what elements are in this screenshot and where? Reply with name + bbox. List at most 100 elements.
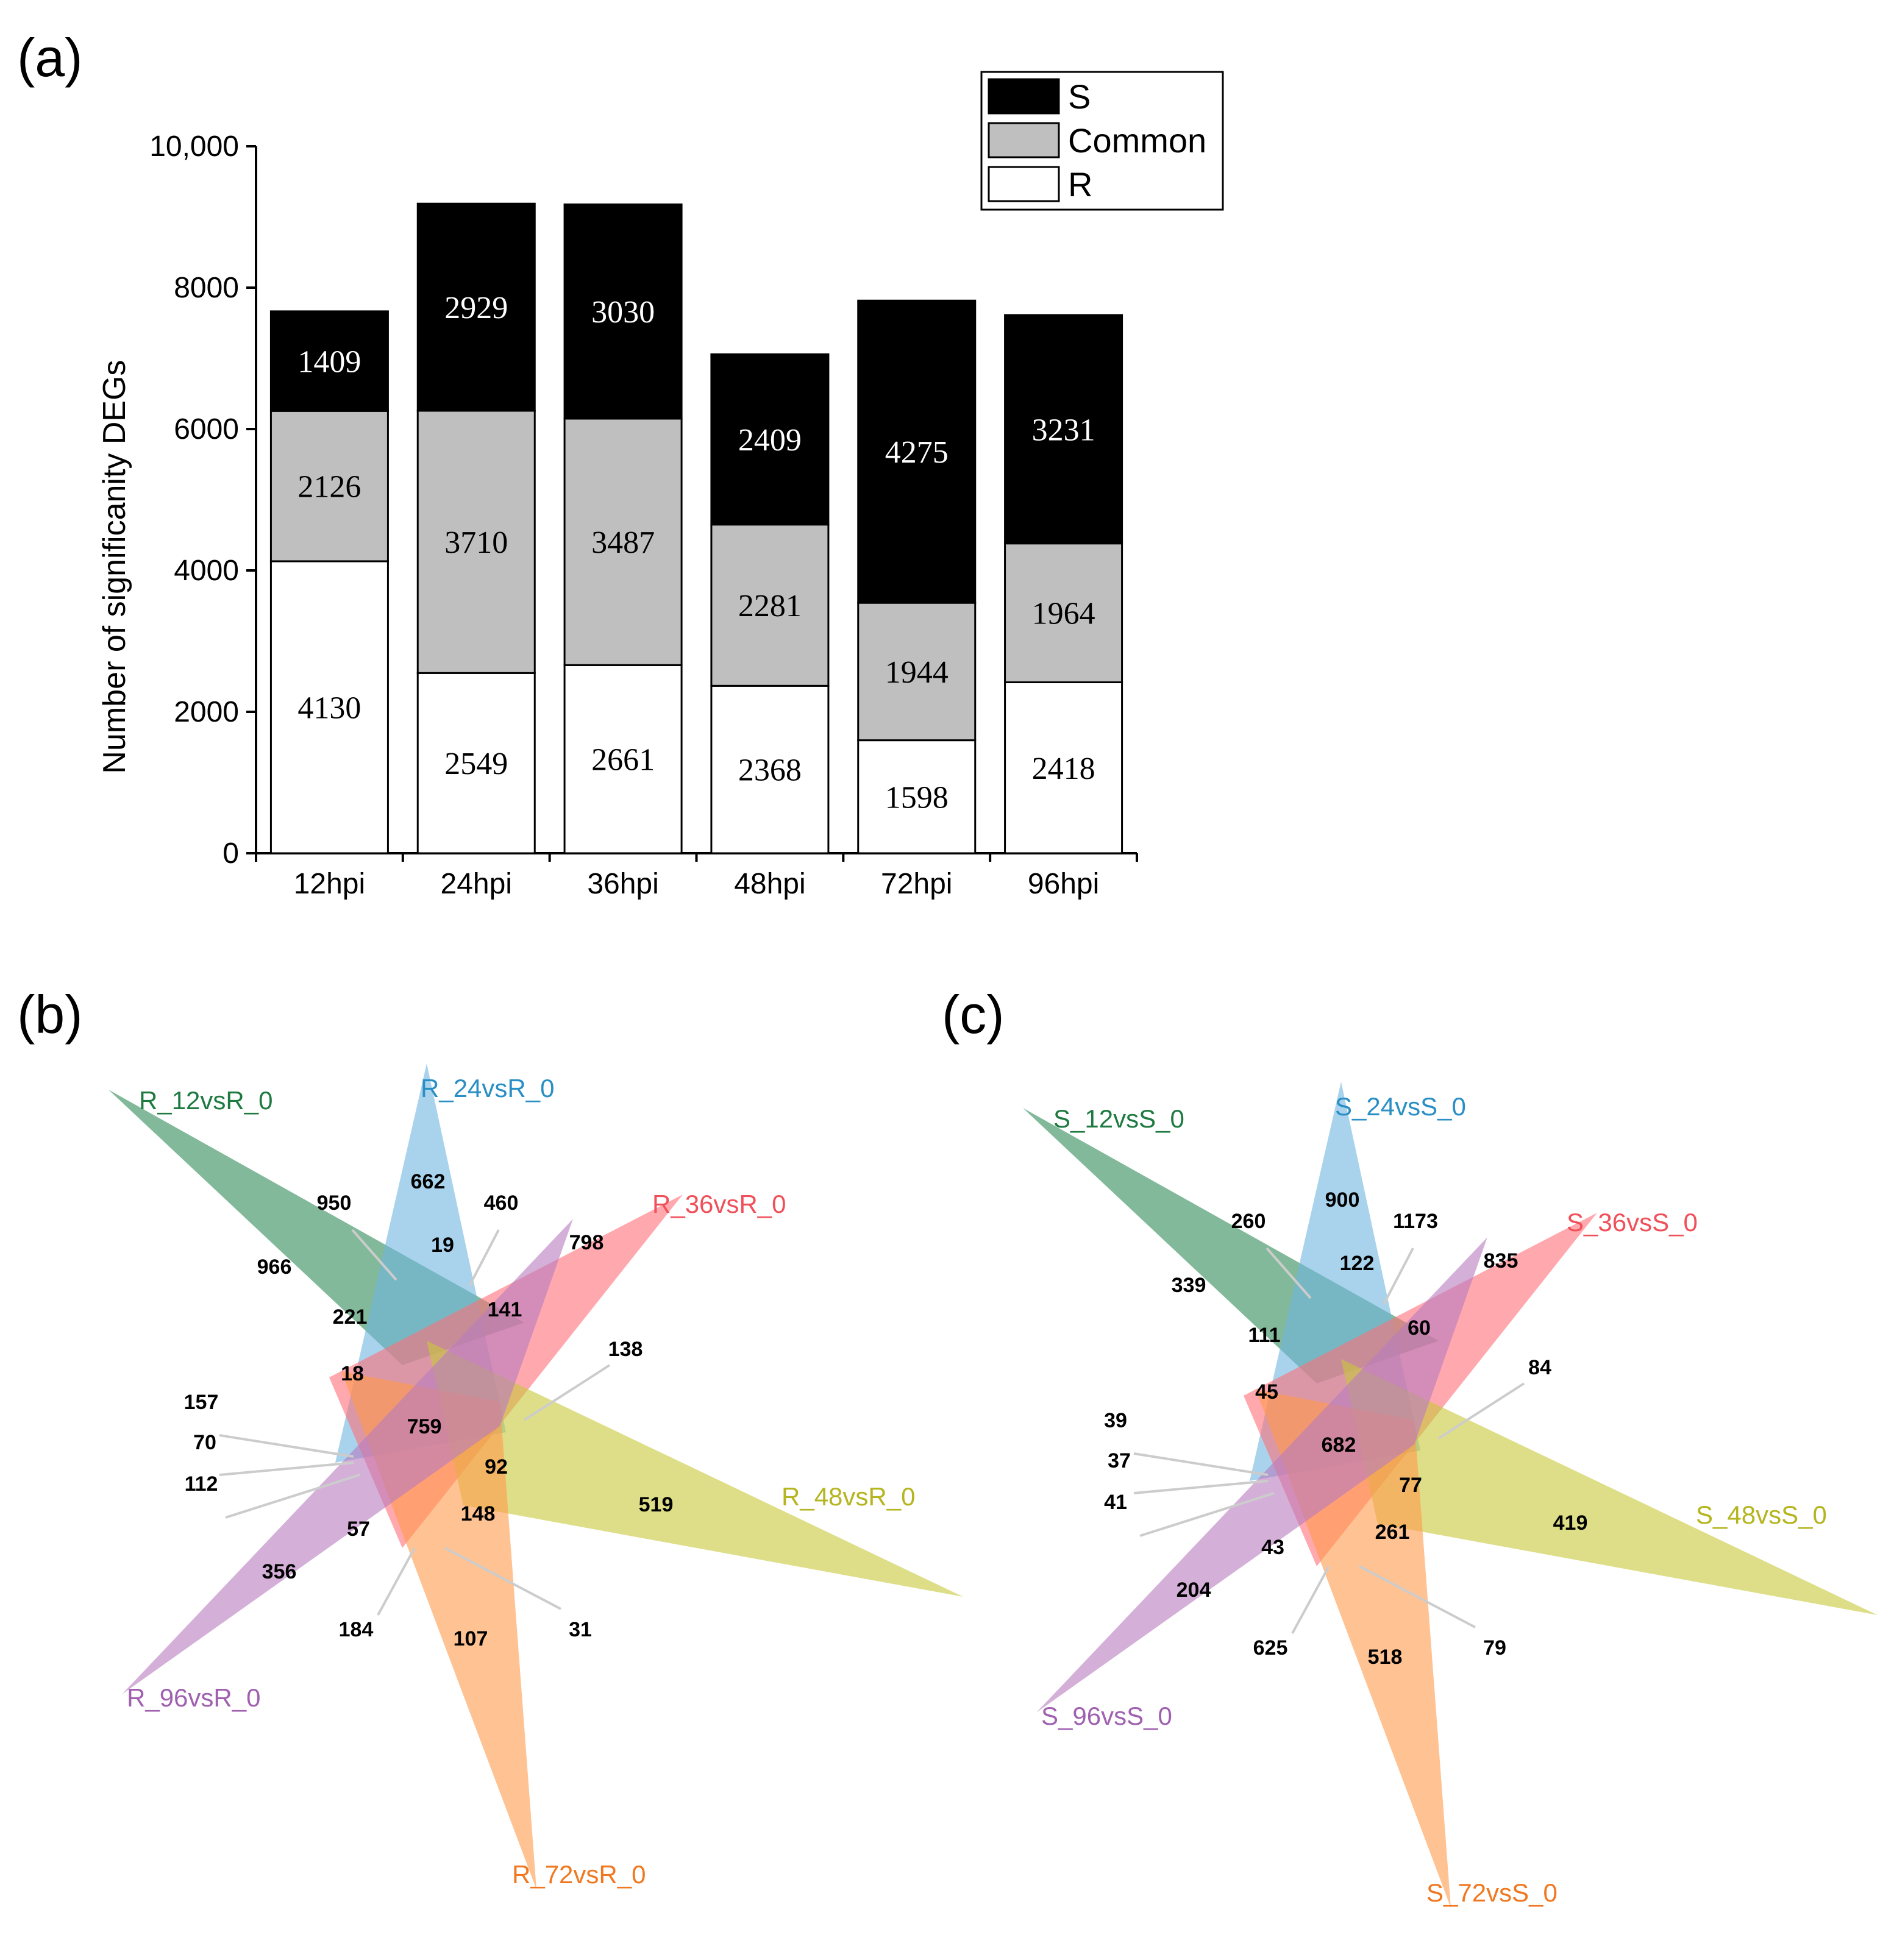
bar-value-label: 3710	[444, 525, 508, 560]
venn-leader-line	[1291, 1566, 1330, 1634]
bar-value-label: 3487	[591, 525, 655, 560]
panel-c-label: (c)	[942, 984, 1005, 1045]
x-tick-label: 96hpi	[1028, 868, 1099, 900]
venn-leader-line	[1133, 1480, 1269, 1494]
venn-region-count: 798	[569, 1231, 604, 1254]
bar-value-label: 4275	[885, 435, 949, 470]
bar-segment-r	[416, 672, 536, 854]
bar-segment-s	[563, 203, 683, 420]
y-axis-title: Number of significanity DEGs	[97, 360, 132, 773]
venn-region-count: 148	[461, 1502, 496, 1525]
bar-axes: 0 2000 4000 6000 8000 10,000 12hpi 24hpi 36hpi 48…	[149, 130, 1138, 900]
legend-swatch-s	[988, 78, 1060, 115]
bar-segment-common	[269, 410, 389, 563]
x-tick-label: 48hpi	[734, 868, 805, 900]
venn-region-count: 519	[639, 1493, 674, 1516]
venn-leader-line	[468, 1229, 500, 1287]
bar-value-label: 2661	[591, 743, 655, 778]
x-tick-label: 24hpi	[441, 868, 512, 900]
bar-value-label: 2368	[738, 753, 802, 788]
bar-segment-common	[710, 524, 830, 687]
venn-region-count: 835	[1484, 1249, 1518, 1273]
bar-segment-s	[1004, 314, 1123, 545]
venn-leader-line	[1359, 1565, 1476, 1628]
venn-leader-line	[1266, 1247, 1312, 1299]
venn-region-count: 900	[1325, 1188, 1360, 1212]
venn-region-count: 111	[1248, 1324, 1281, 1347]
venn-set-label: S_48vsS_0	[1696, 1500, 1827, 1529]
y-tick-label: 0	[223, 837, 239, 870]
venn-region-count: 18	[341, 1362, 364, 1385]
venn-set-label: R_24vsR_0	[421, 1074, 554, 1102]
venn-region-count: 37	[1108, 1449, 1131, 1472]
x-tick-label: 12hpi	[294, 868, 365, 900]
venn-set-label: R_72vsR_0	[512, 1860, 646, 1889]
venn-diagram-b: R_12vsR_0 R_24vsR_0 R_36vsR_0 R_48vsR_0 R_72…	[109, 1063, 963, 1889]
venn-set-label: S_72vsS_0	[1426, 1878, 1558, 1907]
venn-leader-line	[1437, 1382, 1525, 1440]
bar-value-label: 1409	[297, 345, 361, 380]
venn-leader-line	[523, 1364, 611, 1421]
y-tick-label: 8000	[174, 272, 239, 304]
y-tick-label: 4000	[174, 555, 239, 587]
bar-segment-s	[710, 353, 830, 526]
bar-segment-common	[563, 417, 683, 666]
venn-diagram-c: S_12vsS_0 S_24vsS_0 S_36vsS_0 S_48vsS_0 S_72…	[1023, 1082, 1878, 1908]
bar-value-label: 1944	[885, 655, 949, 690]
venn-set-label: S_96vsS_0	[1041, 1702, 1172, 1730]
venn-petal-r_48vsr_0	[427, 1341, 963, 1597]
venn-set-label: S_24vsS_0	[1335, 1092, 1466, 1121]
venn-region-count: 419	[1553, 1511, 1588, 1535]
bar-value-label: 1964	[1032, 597, 1095, 631]
bar-segment-r	[1004, 681, 1123, 854]
bar-segment-s	[416, 202, 536, 412]
legend-label: S	[1068, 77, 1091, 116]
bar-segment-r	[563, 664, 683, 854]
legend-swatch-r	[988, 166, 1060, 202]
venn-leader-line	[444, 1547, 561, 1610]
bar-segment-common	[1004, 542, 1123, 684]
venn-set-label: R_12vsR_0	[139, 1086, 272, 1115]
venn-set-label: S_12vsS_0	[1053, 1104, 1184, 1133]
bar-segment-r	[710, 684, 830, 854]
bar-value-label: 2409	[738, 423, 802, 458]
venn-region-count: 662	[411, 1170, 446, 1193]
legend-label: Common	[1068, 121, 1206, 160]
bar-segment-common	[416, 410, 536, 674]
venn-petal-s_48vss_0	[1341, 1359, 1878, 1615]
venn-leader-line	[351, 1229, 397, 1281]
venn-region-count: 204	[1177, 1578, 1211, 1602]
bar-segment-r	[269, 560, 389, 854]
venn-region-count: 682	[1322, 1433, 1356, 1457]
venn-region-count: 966	[257, 1255, 292, 1279]
bar-value-label: 2281	[738, 589, 802, 623]
bar-value-label: 3030	[591, 295, 655, 330]
venn-region-count: 92	[485, 1455, 508, 1479]
venn-region-count: 518	[1368, 1646, 1403, 1669]
bar-segment-r	[857, 739, 977, 854]
bar-value-label: 1598	[885, 780, 949, 815]
x-tick-label: 36hpi	[587, 868, 658, 900]
venn-region-count: 356	[262, 1560, 297, 1583]
venn-region-count: 460	[484, 1191, 519, 1215]
venn-region-count: 112	[185, 1472, 218, 1496]
venn-region-count: 41	[1104, 1491, 1127, 1514]
venn-region-count: 60	[1408, 1316, 1431, 1340]
bar-marks: 4130 2126 1409 2549 3710 2929 2661 3487 3030 2368…	[269, 202, 1123, 854]
venn-region-count: 77	[1399, 1474, 1422, 1497]
venn-region-count: 157	[184, 1391, 219, 1414]
bar-segment-s	[857, 299, 977, 604]
y-tick-label: 10,000	[149, 130, 239, 163]
venn-region-count: 1173	[1393, 1210, 1438, 1233]
venn-region-count: 70	[193, 1431, 216, 1454]
venn-region-count: 122	[1340, 1252, 1375, 1275]
venn-region-count: 625	[1253, 1636, 1288, 1660]
venn-leader-line	[1139, 1492, 1275, 1537]
bar-value-label: 2418	[1032, 751, 1095, 786]
venn-region-count: 79	[1483, 1636, 1506, 1660]
bar-value-label: 2126	[297, 470, 361, 505]
venn-leader-line	[219, 1434, 354, 1458]
venn-set-label: R_96vsR_0	[127, 1683, 260, 1712]
bar-value-label: 2929	[444, 291, 508, 325]
